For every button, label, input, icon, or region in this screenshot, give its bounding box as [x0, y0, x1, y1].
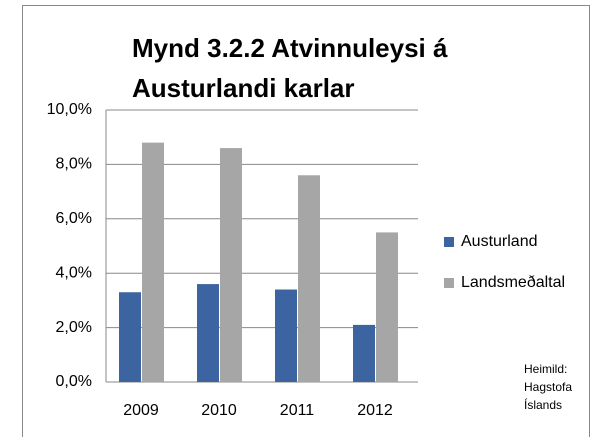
- bar: [197, 284, 219, 382]
- x-tick-label: 2012: [357, 402, 393, 419]
- legend-swatch: [444, 237, 454, 247]
- legend-label: Austurland: [461, 233, 538, 250]
- chart-title: Austurlandi karlar: [132, 73, 355, 103]
- x-tick-label: 2009: [123, 402, 159, 419]
- bar: [220, 148, 242, 382]
- y-tick-label: 2,0%: [56, 319, 92, 336]
- y-tick-label: 10,0%: [47, 101, 92, 118]
- x-tick-label: 2010: [201, 402, 237, 419]
- bar: [275, 289, 297, 382]
- x-tick-label: 2011: [280, 402, 315, 419]
- bar: [353, 324, 375, 382]
- bar: [119, 292, 141, 382]
- annotation: Hagstofa: [524, 380, 572, 394]
- y-tick-label: 6,0%: [56, 210, 92, 227]
- legend-label: Landsmeðaltal: [461, 274, 565, 291]
- bar: [142, 142, 164, 382]
- chart-title: Mynd 3.2.2 Atvinnuleysi á: [132, 33, 448, 63]
- y-tick-label: 8,0%: [56, 156, 92, 173]
- annotation: Heimild:: [524, 362, 567, 376]
- bar: [298, 175, 320, 382]
- bar: [376, 232, 398, 382]
- y-tick-label: 4,0%: [56, 264, 92, 281]
- legend-swatch: [444, 278, 454, 288]
- y-tick-label: 0,0%: [56, 373, 92, 390]
- annotation: Íslands: [524, 397, 562, 412]
